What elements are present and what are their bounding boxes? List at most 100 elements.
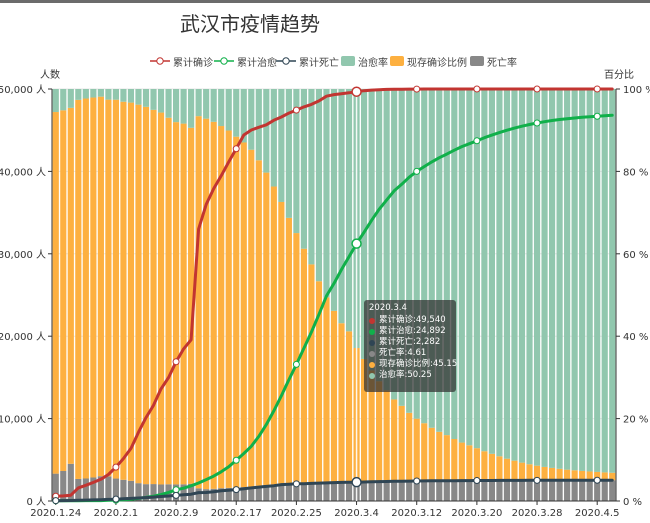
bar-recovery-rate (127, 89, 135, 103)
x-tick-label: 2020.3.20 (451, 508, 502, 519)
bar-active-ratio (488, 453, 496, 481)
tooltip-value: 4.61 (407, 348, 427, 358)
x-tick-label: 2020.2.9 (154, 508, 199, 519)
y-left-axis-label: 人数 (40, 68, 60, 81)
bar-recovery-rate (398, 89, 405, 406)
y-left-tick-label: 40,000 人 (0, 166, 46, 178)
bar-death-rate (338, 482, 345, 501)
tooltip-separator: : (413, 337, 416, 347)
tooltip-dot-icon (369, 317, 375, 324)
bar-recovery-rate (323, 89, 330, 298)
bar-active-ratio (579, 470, 586, 481)
series-marker (172, 358, 180, 366)
bar-active-ratio (601, 472, 608, 481)
bar-death-rate (556, 480, 563, 501)
bar-active-ratio (195, 116, 202, 489)
bar-recovery-rate (285, 89, 292, 218)
bar-death-rate (511, 480, 518, 501)
tooltip-label: 累计死亡 (379, 337, 414, 347)
bar-recovery-rate (496, 89, 503, 457)
bar-recovery-rate (451, 89, 458, 439)
bar-death-rate (383, 481, 390, 501)
series-marker (593, 112, 601, 120)
tooltip-row: 治愈率: 50.25 (369, 370, 451, 381)
bar-death-rate (526, 480, 533, 501)
tooltip-row: 现存确诊比例: 45.15 (369, 359, 457, 370)
bar-recovery-rate (105, 89, 112, 100)
bar-death-rate (451, 480, 458, 501)
bar-active-ratio (278, 201, 285, 484)
bar-active-ratio (466, 445, 473, 481)
bar-death-rate (564, 480, 571, 501)
bar-death-rate (391, 481, 398, 501)
series-marker (292, 480, 300, 488)
bar-recovery-rate (338, 89, 345, 324)
tooltip-value: 45.15 (432, 359, 458, 369)
bar-recovery-rate (120, 89, 127, 102)
legend-item[interactable]: 累计死亡 (276, 53, 339, 69)
legend-item[interactable]: 现存确诊比例 (390, 53, 467, 69)
bar-active-ratio (308, 264, 315, 483)
series-marker (413, 85, 421, 93)
bar-recovery-rate (503, 89, 511, 459)
tooltip-separator: : (404, 348, 408, 358)
bar-recovery-rate (225, 89, 232, 131)
legend-label: 治愈率 (358, 57, 388, 69)
legend-item[interactable]: 治愈率 (341, 53, 388, 69)
bar-active-ratio (67, 107, 74, 464)
bar-death-rate (548, 480, 556, 501)
bar-active-ratio (263, 172, 270, 485)
bar-recovery-rate (165, 89, 172, 118)
bar-death-rate (210, 488, 217, 501)
bar-active-ratio (150, 109, 157, 485)
bar-active-ratio (360, 358, 368, 482)
bar-recovery-rate (533, 89, 541, 466)
legend-item[interactable]: 累计治愈 (214, 53, 277, 69)
chart-legend: 累计确诊 累计治愈 累计死亡 治愈率 现存确诊比例 死亡率 (0, 53, 650, 69)
bar-death-rate (75, 478, 82, 501)
tooltip-label: 累计确诊 (379, 315, 414, 325)
bar-recovery-rate (556, 89, 563, 469)
bar-death-rate (421, 480, 428, 501)
series-marker (593, 476, 601, 484)
bar-recovery-rate (195, 89, 202, 117)
bar-recovery-rate (52, 89, 59, 113)
bar-death-rate (293, 482, 300, 501)
bar-recovery-rate (609, 89, 616, 473)
legend-item[interactable]: 累计确诊 (150, 53, 213, 69)
bar-recovery-rate (345, 89, 353, 332)
bar-active-ratio (210, 121, 217, 489)
bar-active-ratio (240, 142, 247, 488)
legend-line-icon (150, 57, 170, 65)
bar-recovery-rate (571, 89, 578, 471)
bar-recovery-rate (330, 89, 338, 311)
bar-recovery-rate (308, 89, 315, 265)
x-tick-label: 2020.3.28 (512, 508, 563, 519)
legend-label: 累计死亡 (299, 57, 339, 69)
tooltip-dot-icon (369, 328, 375, 335)
bar-death-rate (428, 480, 435, 501)
bar-death-rate (586, 480, 593, 501)
bar-death-rate (225, 487, 232, 501)
tooltip-value: 49,540 (415, 315, 446, 325)
series-marker (292, 360, 300, 368)
bar-recovery-rate (263, 89, 270, 173)
bar-death-rate (263, 484, 270, 501)
tooltip-label: 死亡率 (379, 348, 405, 358)
bar-recovery-rate (172, 89, 180, 123)
bar-active-ratio (421, 423, 428, 481)
bar-active-ratio (526, 464, 533, 481)
y-left-tick-label: 10,000 人 (0, 414, 46, 426)
bar-death-rate (601, 480, 608, 501)
tooltip-separator: : (413, 315, 416, 325)
bar-recovery-rate (466, 89, 473, 446)
tooltip-row: 累计确诊: 49,540 (369, 315, 451, 326)
bar-active-ratio (376, 381, 383, 482)
bar-death-rate (443, 480, 450, 501)
bar-active-ratio (165, 117, 172, 485)
legend-line-icon (276, 57, 296, 65)
series-marker (112, 463, 120, 471)
bar-death-rate (398, 481, 405, 501)
legend-item[interactable]: 死亡率 (470, 53, 517, 69)
bar-active-ratio (97, 96, 104, 477)
